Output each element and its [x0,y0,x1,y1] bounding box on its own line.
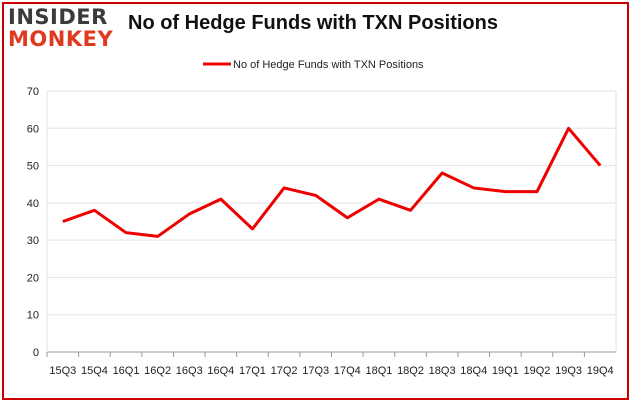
gridlines [46,90,617,353]
y-tick-label: 20 [27,272,39,284]
x-tick-label: 18Q4 [460,365,487,377]
y-tick-label: 0 [33,347,39,359]
insider-monkey-logo: INSIDER MONKEY [8,6,118,52]
series-line [62,126,602,238]
x-tick-label: 15Q3 [49,365,76,377]
legend: No of Hedge Funds with TXN Positions [203,59,424,71]
y-tick-label: 50 [27,161,39,173]
x-tick-label: 18Q1 [365,365,392,377]
x-tick-label: 19Q2 [524,365,551,377]
chart-title: No of Hedge Funds with TXN Positions [128,12,498,34]
y-axis-ticks: 0 10 20 30 40 50 60 70 [27,86,39,359]
series-group [62,126,602,238]
x-tick-label: 16Q4 [207,365,234,377]
x-tick-label: 16Q1 [113,365,140,377]
x-axis-ticks: 15Q3 15Q4 16Q1 16Q2 16Q3 16Q4 17Q1 17Q2 17Q3 17Q4… [46,352,614,377]
x-tick-label: 17Q4 [334,365,361,377]
x-tick-label: 16Q2 [144,365,171,377]
y-tick-label: 30 [27,235,39,247]
logo-line-1: INSIDER [8,5,108,29]
chart-frame [2,2,629,400]
x-tick-label: 15Q4 [81,365,108,377]
x-tick-label: 19Q3 [555,365,582,377]
x-tick-label: 17Q3 [302,365,329,377]
legend-label: No of Hedge Funds with TXN Positions [233,59,424,71]
y-tick-label: 70 [27,86,39,98]
logo-line-2: MONKEY [8,27,114,51]
x-tick-label: 16Q3 [176,365,203,377]
x-tick-label: 18Q3 [429,365,456,377]
x-tick-label: 18Q2 [397,365,424,377]
x-tick-label: 19Q1 [492,365,519,377]
y-tick-label: 40 [27,198,39,210]
y-tick-label: 60 [27,123,39,135]
x-tick-label: 19Q4 [587,365,614,377]
x-tick-label: 17Q2 [271,365,298,377]
x-tick-label: 17Q1 [239,365,266,377]
y-tick-label: 10 [27,310,39,322]
